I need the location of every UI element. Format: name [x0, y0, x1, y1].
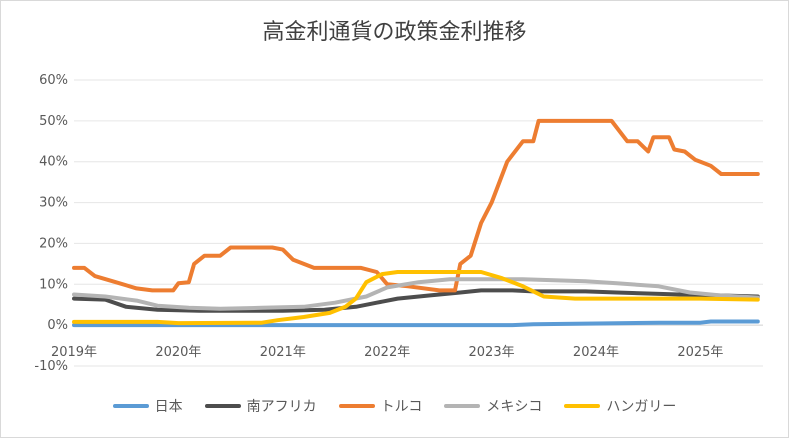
y-axis-ticks: -10% 0% 10% 20% 30% 40% 50% 60% — [34, 73, 68, 374]
legend-item: メキシコ — [444, 396, 542, 416]
y-tick-label: -10% — [34, 359, 68, 374]
x-tick-label: 2019年 — [51, 345, 97, 360]
chart-title: 高金利通貨の政策金利推移 — [262, 20, 527, 45]
y-tick-label: 60% — [39, 73, 68, 88]
y-tick-label: 0% — [47, 318, 68, 333]
y-tick-label: 40% — [39, 155, 68, 170]
y-tick-label: 50% — [39, 114, 68, 129]
legend-swatch — [112, 404, 149, 408]
series-line-メキシコ — [72, 277, 760, 311]
x-tick-label: 2021年 — [260, 345, 306, 360]
legend-item: トルコ — [338, 396, 423, 416]
y-tick-label: 20% — [39, 236, 68, 251]
chart-legend: 日本 南アフリカ トルコ メキシコ ハンガリー — [0, 396, 789, 416]
x-tick-label: 2022年 — [364, 345, 410, 360]
legend-swatch — [444, 404, 481, 408]
legend-label: メキシコ — [486, 399, 543, 415]
legend-label: 日本 — [154, 399, 183, 415]
legend-swatch — [204, 404, 241, 408]
y-tick-label: 10% — [39, 277, 68, 292]
series-line-南アフリカ — [72, 288, 760, 313]
series-lines — [72, 118, 760, 328]
y-tick-label: 30% — [39, 196, 68, 211]
series-line-トルコ — [72, 118, 760, 293]
x-axis-ticks: 2019年 2020年 2021年 2022年 2023年 2024年 2025年 — [51, 345, 723, 360]
legend-label: ハンガリー — [606, 399, 677, 415]
legend-swatch — [338, 404, 375, 408]
x-tick-label: 2023年 — [469, 345, 515, 360]
x-tick-label: 2020年 — [155, 345, 201, 360]
legend-item: ハンガリー — [564, 396, 676, 416]
legend-swatch — [564, 404, 601, 408]
legend-label: 南アフリカ — [246, 399, 317, 415]
legend-label: トルコ — [380, 399, 423, 415]
legend-item: 南アフリカ — [204, 396, 317, 416]
x-tick-label: 2024年 — [573, 345, 619, 360]
x-tick-label: 2025年 — [677, 345, 723, 360]
series-line-日本 — [72, 319, 760, 328]
legend-item: 日本 — [112, 396, 183, 416]
series-line-ハンガリー — [72, 270, 760, 326]
